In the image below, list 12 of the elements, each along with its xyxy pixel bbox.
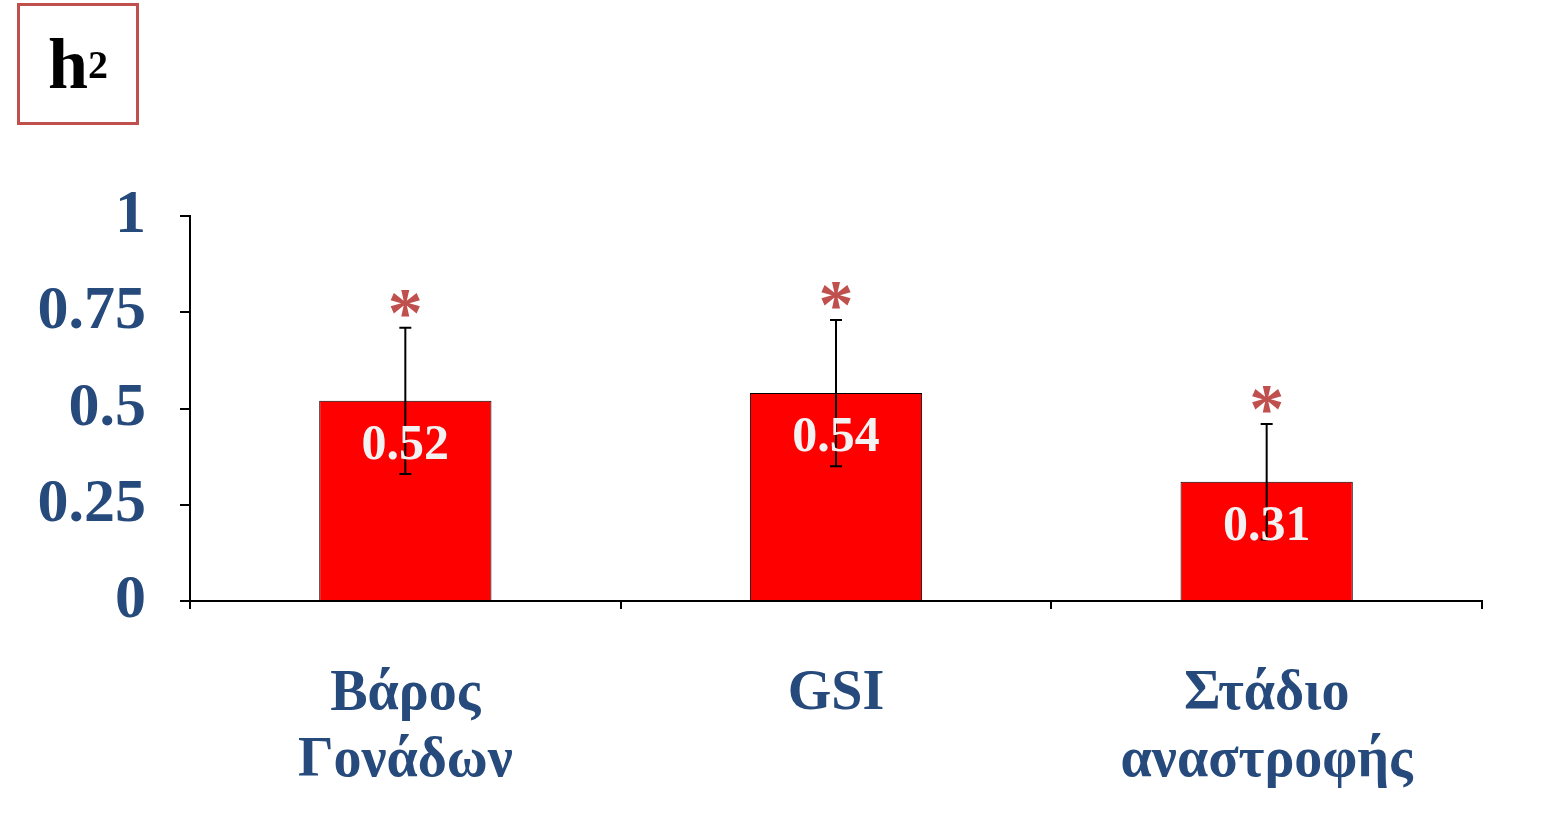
y-tick-label: 0.25	[37, 465, 146, 534]
chart-title: h$^{2}$	[17, 3, 139, 125]
y-tick-label: 0.5	[68, 369, 146, 438]
x-tick-label: Στάδιο αναστροφής	[1120, 659, 1415, 789]
x-tick-label: GSI	[787, 659, 885, 722]
x-tick-label: Βάρος Γονάδων	[297, 659, 513, 789]
y-tick-label: 0.75	[37, 273, 146, 342]
y-tick-label: 0	[115, 562, 146, 631]
annotation: *	[387, 273, 423, 351]
annotation: *	[1249, 369, 1285, 447]
annotation: *	[818, 266, 854, 344]
y-tick-label: 1	[115, 177, 146, 246]
